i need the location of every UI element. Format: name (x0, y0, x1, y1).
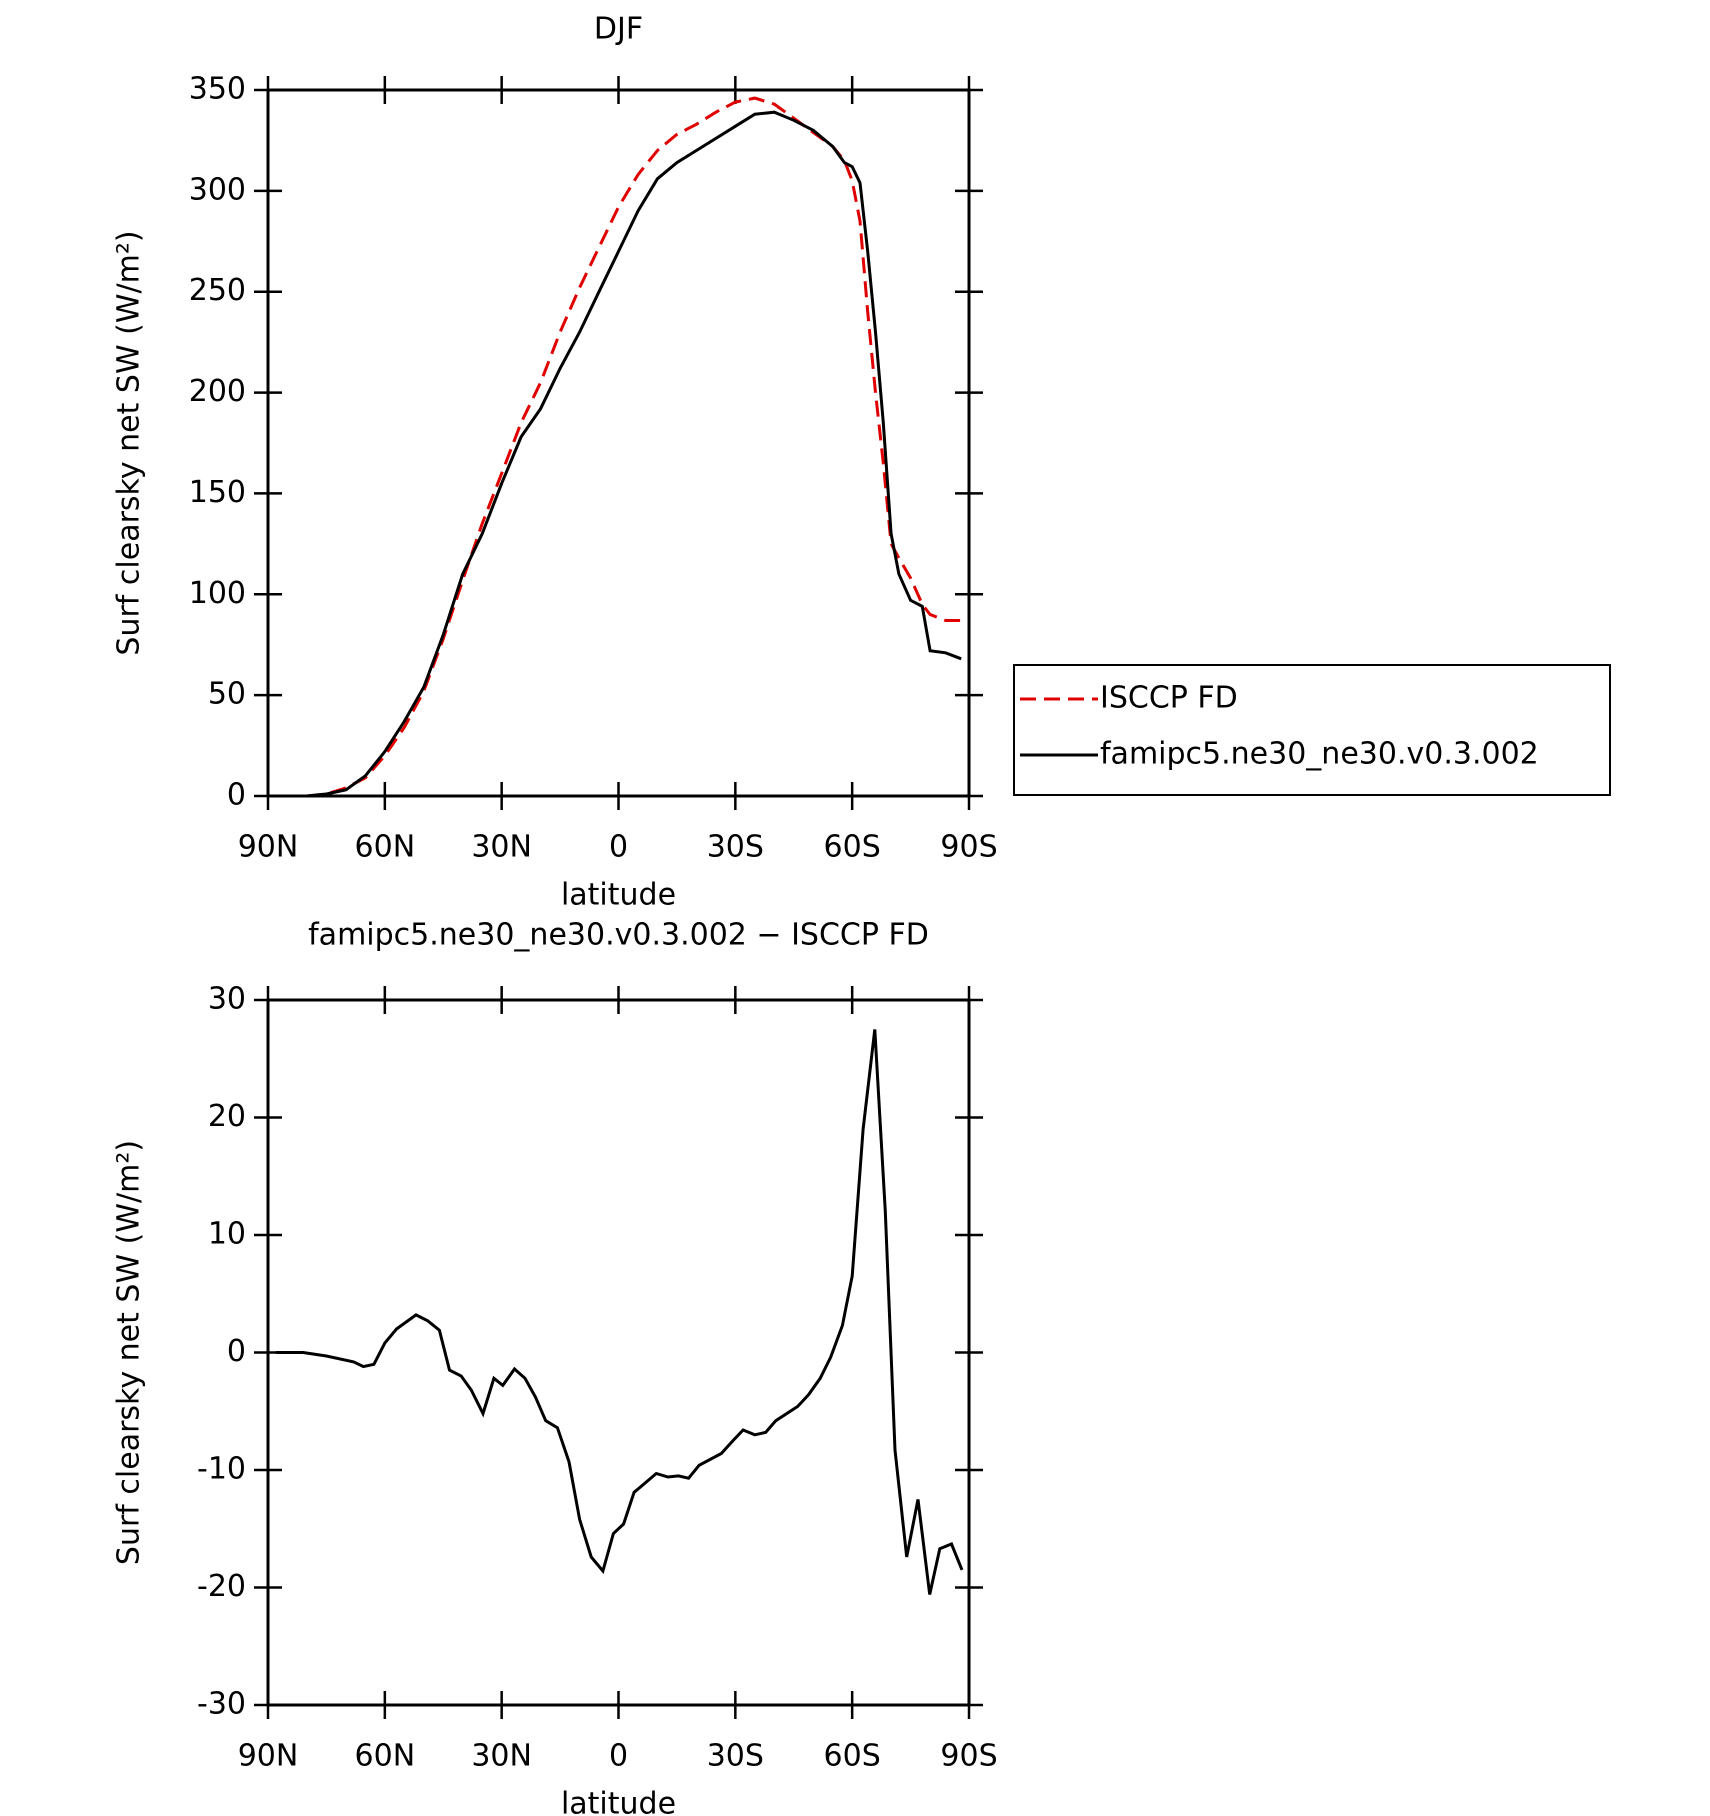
y-axis-label: Surf clearsky net SW (W/m²) (112, 1140, 147, 1565)
y-tick-label: 0 (227, 778, 246, 813)
x-tick-label: 0 (609, 830, 628, 865)
x-tick-label: 90N (238, 1739, 299, 1774)
data-line (275, 1029, 964, 1595)
x-tick-label: 30N (471, 1739, 532, 1774)
y-tick-label: 10 (208, 1217, 246, 1252)
plot-frame (266, 998, 971, 1707)
chart-title: famipc5.ne30_ne30.v0.3.002 − ISCCP FD (308, 918, 929, 953)
y-tick-label: 350 (189, 72, 246, 107)
x-tick-label: 60N (355, 1739, 416, 1774)
y-axis-label: Surf clearsky net SW (W/m²) (112, 230, 147, 655)
plot-frame (266, 88, 971, 798)
y-tick-label: 150 (189, 475, 246, 510)
y-tick-label: 100 (189, 576, 246, 611)
y-tick-label: 50 (208, 677, 246, 712)
data-line (306, 110, 962, 798)
y-tick-label: 300 (189, 172, 246, 207)
y-tick-label: 30 (208, 982, 246, 1017)
legend-box (1013, 664, 1611, 796)
y-tick-label: 200 (189, 374, 246, 409)
y-tick-label: -20 (197, 1569, 246, 1604)
y-tick-label: 0 (227, 1334, 246, 1369)
legend-label: ISCCP FD (1100, 681, 1238, 716)
x-tick-label: 60S (824, 830, 881, 865)
x-tick-label: 90N (238, 830, 299, 865)
y-tick-label: 20 (208, 1099, 246, 1134)
x-tick-label: 90S (940, 1739, 997, 1774)
x-tick-label: 30S (707, 1739, 764, 1774)
legend-label: famipc5.ne30_ne30.v0.3.002 (1100, 737, 1539, 772)
x-axis-label: latitude (561, 1787, 676, 1816)
x-tick-label: 30N (471, 830, 532, 865)
y-tick-label: -30 (197, 1687, 246, 1722)
x-tick-label: 0 (609, 1739, 628, 1774)
x-tick-label: 60N (355, 830, 416, 865)
y-tick-label: -10 (197, 1452, 246, 1487)
x-tick-label: 90S (940, 830, 997, 865)
x-tick-label: 60S (824, 1739, 881, 1774)
x-axis-label: latitude (561, 878, 676, 913)
x-tick-label: 30S (707, 830, 764, 865)
chart-title: DJF (594, 12, 643, 47)
y-tick-label: 250 (189, 273, 246, 308)
